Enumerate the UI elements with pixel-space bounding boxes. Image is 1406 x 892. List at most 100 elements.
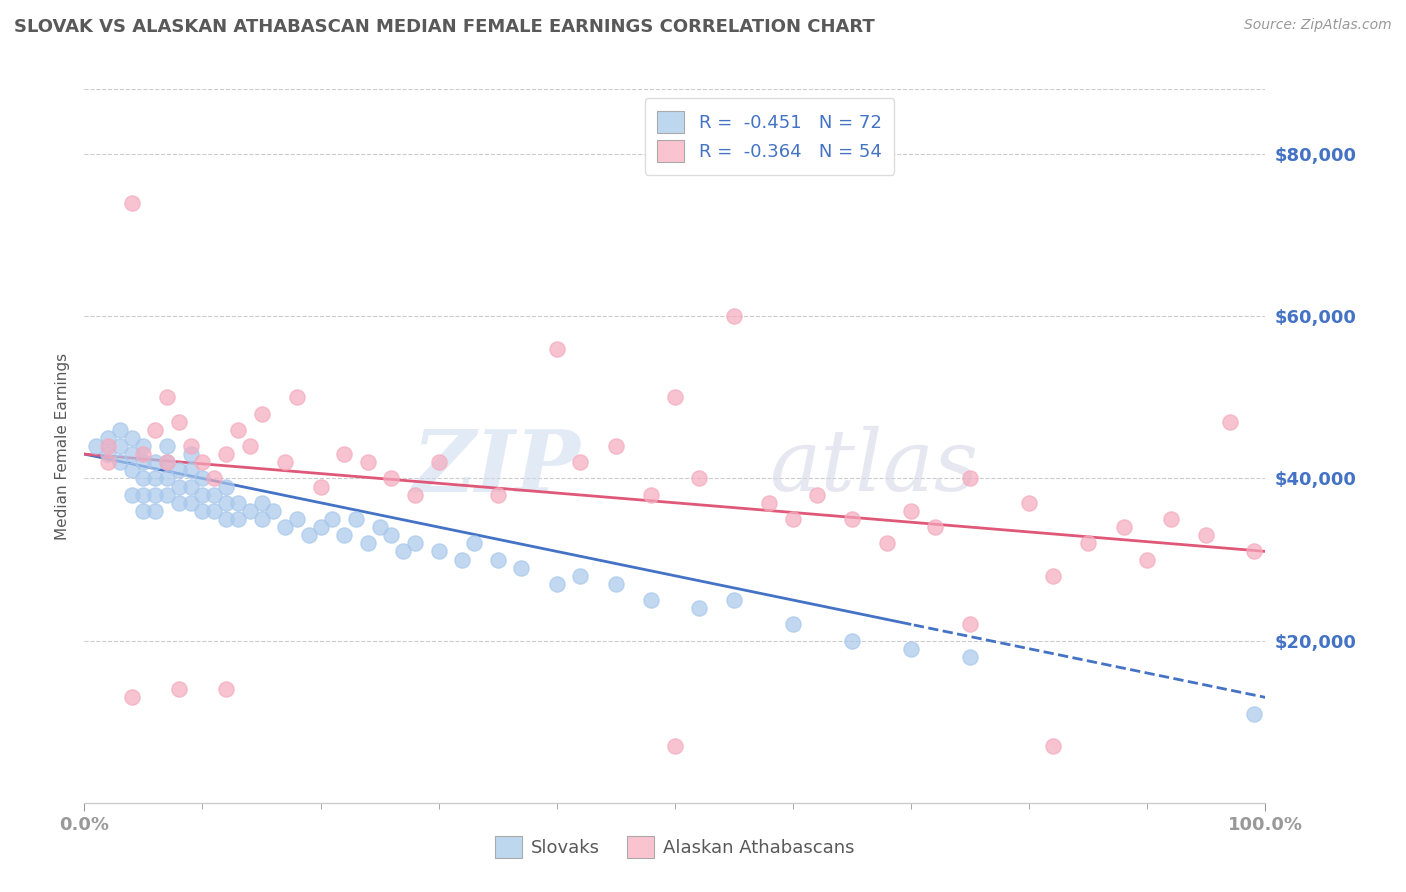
Point (156, 455, 179, 469)
Point (143, 471, 166, 485)
Point (167, 463, 190, 477)
Point (841, 512, 863, 526)
Point (156, 471, 179, 485)
Point (333, 447, 356, 461)
Point (357, 455, 380, 469)
Point (285, 512, 308, 526)
Point (202, 504, 225, 518)
Point (84, 439, 107, 453)
Point (546, 577, 568, 591)
Point (640, 593, 662, 607)
Point (806, 488, 828, 502)
Point (344, 512, 367, 526)
Point (1077, 536, 1099, 550)
Point (404, 488, 426, 502)
Point (108, 455, 131, 469)
Point (959, 617, 981, 632)
Point (132, 488, 155, 502)
Point (1042, 739, 1064, 753)
Point (285, 390, 308, 404)
Point (380, 471, 402, 485)
Point (392, 544, 415, 558)
Point (97, 439, 120, 453)
Point (156, 439, 179, 453)
Point (132, 447, 155, 461)
Point (180, 447, 202, 461)
Point (451, 552, 474, 566)
Point (309, 520, 332, 534)
Point (180, 463, 202, 477)
Point (1160, 512, 1182, 526)
Point (688, 471, 710, 485)
Point (215, 447, 238, 461)
Point (427, 455, 450, 469)
Point (191, 504, 214, 518)
Point (758, 496, 780, 510)
Point (132, 471, 155, 485)
Point (1195, 528, 1218, 542)
Point (156, 390, 179, 404)
Point (404, 536, 426, 550)
Point (486, 488, 509, 502)
Point (167, 496, 190, 510)
Point (250, 512, 273, 526)
Point (321, 512, 343, 526)
Point (108, 439, 131, 453)
Point (97, 431, 120, 445)
Point (427, 544, 450, 558)
Point (132, 504, 155, 518)
Point (510, 560, 533, 574)
Point (215, 682, 238, 697)
Point (1136, 552, 1159, 566)
Point (202, 471, 225, 485)
Point (640, 488, 662, 502)
Point (723, 593, 745, 607)
Point (191, 488, 214, 502)
Point (1018, 496, 1040, 510)
Point (1042, 568, 1064, 582)
Point (1219, 415, 1241, 429)
Point (226, 423, 249, 437)
Point (368, 520, 391, 534)
Point (262, 504, 284, 518)
Point (298, 528, 321, 542)
Point (782, 512, 804, 526)
Point (463, 536, 485, 550)
Point (121, 463, 143, 477)
Text: ZIP: ZIP (412, 425, 581, 509)
Point (723, 310, 745, 324)
Point (215, 512, 238, 526)
Point (605, 439, 627, 453)
Point (688, 601, 710, 615)
Point (900, 641, 922, 656)
Text: SLOVAK VS ALASKAN ATHABASCAN MEDIAN FEMALE EARNINGS CORRELATION CHART: SLOVAK VS ALASKAN ATHABASCAN MEDIAN FEMA… (14, 18, 875, 36)
Point (202, 488, 225, 502)
Point (143, 488, 166, 502)
Point (108, 423, 131, 437)
Point (143, 423, 166, 437)
Point (239, 504, 262, 518)
Point (546, 342, 568, 356)
Y-axis label: Median Female Earnings: Median Female Earnings (55, 352, 70, 540)
Point (239, 439, 262, 453)
Point (180, 496, 202, 510)
Point (143, 455, 166, 469)
Text: atlas: atlas (769, 426, 979, 508)
Point (167, 682, 190, 697)
Point (876, 536, 898, 550)
Point (309, 479, 332, 493)
Point (226, 512, 249, 526)
Point (121, 195, 143, 210)
Point (569, 568, 592, 582)
Point (664, 739, 686, 753)
Point (156, 488, 179, 502)
Point (167, 415, 190, 429)
Point (250, 407, 273, 421)
Point (215, 496, 238, 510)
Point (180, 439, 202, 453)
Point (782, 617, 804, 632)
Point (97, 447, 120, 461)
Point (841, 633, 863, 648)
Point (156, 455, 179, 469)
Point (226, 496, 249, 510)
